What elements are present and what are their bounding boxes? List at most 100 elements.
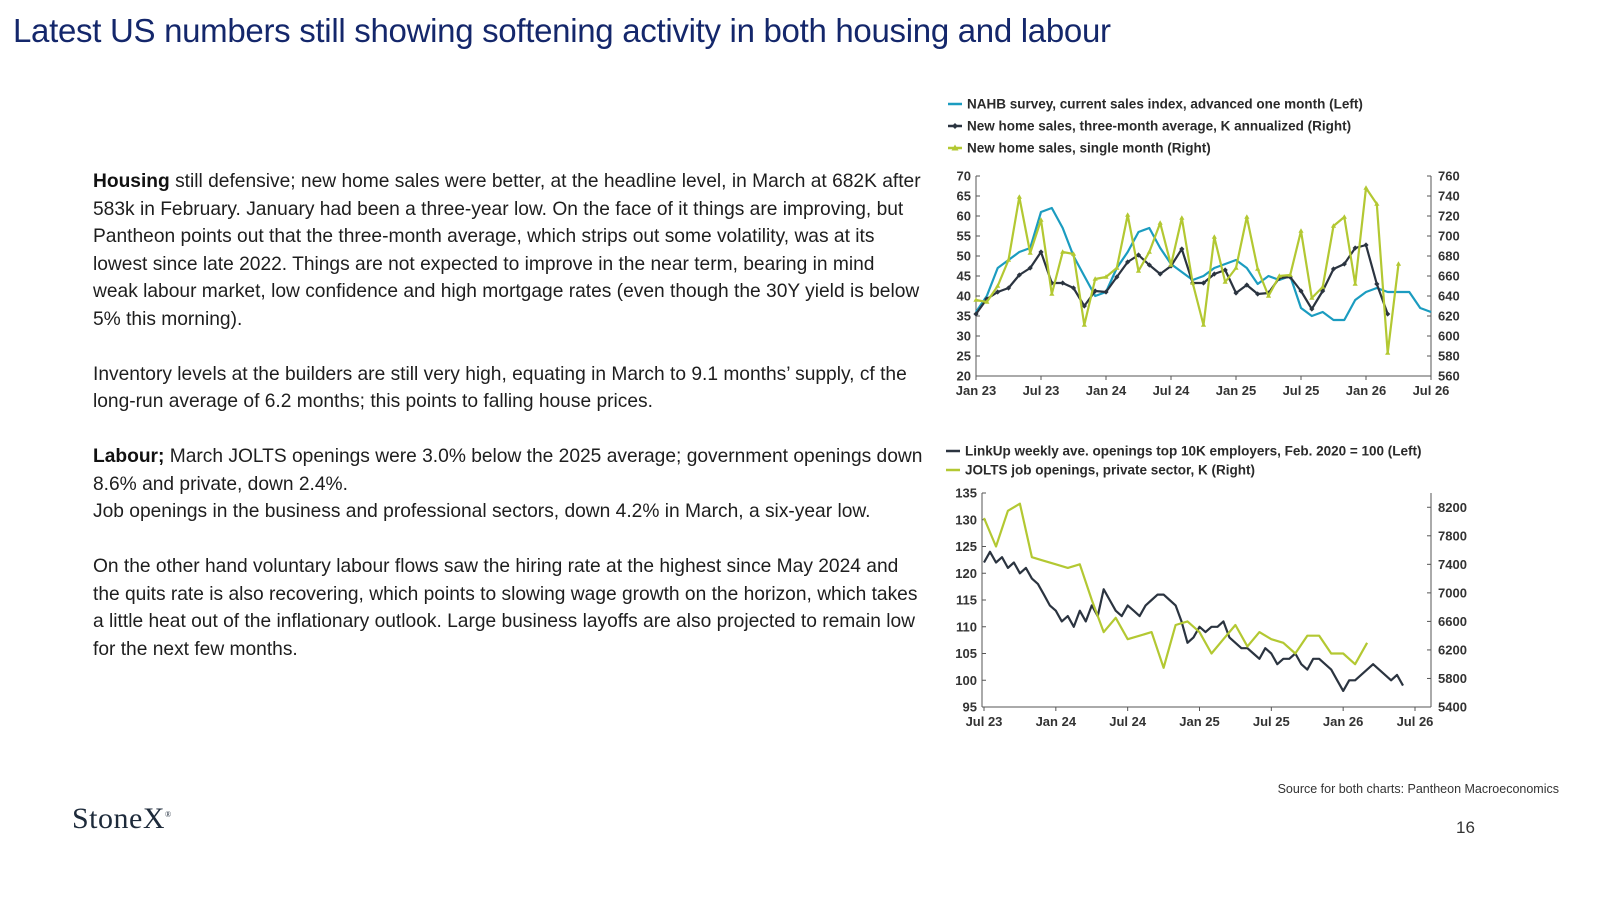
data-point — [984, 299, 990, 304]
data-point — [1114, 274, 1120, 280]
paragraph-labour: Labour; March JOLTS openings were 3.0% b… — [93, 443, 923, 526]
left-tick-label: 45 — [957, 269, 971, 284]
x-tick-label: Jul 24 — [1109, 714, 1147, 729]
data-point — [1016, 272, 1022, 278]
right-tick-label: 5800 — [1438, 671, 1467, 686]
data-point — [1168, 262, 1174, 267]
data-point — [1374, 281, 1380, 287]
right-tick-label: 7000 — [1438, 585, 1467, 600]
data-point — [1330, 223, 1337, 228]
left-tick-label: 100 — [955, 673, 977, 688]
right-tick-label: 700 — [1438, 229, 1460, 244]
page-number: 16 — [1456, 818, 1475, 837]
housing-chart: NAHB survey, current sales index, advanc… — [948, 97, 1460, 398]
legend-marker — [951, 144, 959, 151]
data-point — [1038, 217, 1044, 222]
body-text: Housing still defensive; new home sales … — [93, 168, 923, 691]
right-tick-label: 720 — [1438, 209, 1460, 224]
data-point — [1016, 194, 1022, 199]
data-point — [1298, 228, 1304, 233]
data-point — [1027, 250, 1033, 255]
right-tick-label: 620 — [1438, 309, 1460, 324]
data-point — [1320, 288, 1326, 294]
data-point — [1125, 259, 1131, 265]
data-point — [1103, 274, 1109, 279]
series-line — [975, 206, 1432, 322]
right-tick-label: 680 — [1438, 249, 1460, 264]
data-point — [1005, 285, 1012, 291]
data-point — [1146, 262, 1152, 268]
left-tick-label: 65 — [957, 189, 971, 204]
data-point — [1125, 212, 1131, 217]
data-point — [995, 289, 1001, 295]
data-point — [1233, 265, 1239, 270]
data-point — [1179, 246, 1185, 252]
series-line — [975, 243, 1389, 315]
x-tick-label: Jan 23 — [956, 383, 996, 398]
left-tick-label: 70 — [957, 169, 971, 184]
right-tick-label: 740 — [1438, 189, 1460, 204]
data-point — [1027, 265, 1033, 271]
right-tick-label: 8200 — [1438, 500, 1467, 515]
data-point — [1157, 220, 1163, 225]
x-tick-label: Jan 26 — [1323, 714, 1363, 729]
right-tick-label: 560 — [1438, 369, 1460, 384]
right-tick-label: 7400 — [1438, 557, 1467, 572]
right-tick-label: 640 — [1438, 289, 1460, 304]
data-point — [1244, 282, 1250, 288]
x-tick-label: Jan 24 — [1086, 383, 1127, 398]
data-point — [1092, 276, 1098, 281]
data-point — [1081, 322, 1087, 327]
data-point — [1049, 291, 1055, 296]
left-tick-label: 50 — [957, 249, 971, 264]
data-point — [1341, 214, 1347, 219]
left-tick-label: 60 — [957, 209, 971, 224]
data-point — [1070, 251, 1077, 256]
left-tick-label: 30 — [957, 329, 971, 344]
left-tick-label: 25 — [957, 349, 971, 364]
right-tick-label: 5400 — [1438, 700, 1467, 715]
data-point — [1309, 295, 1315, 300]
logo-text: StoneX — [72, 802, 165, 835]
left-tick-label: 55 — [957, 229, 971, 244]
data-point — [1363, 242, 1369, 248]
data-point — [1157, 271, 1163, 277]
series-line — [975, 186, 1400, 355]
data-point — [1211, 271, 1217, 277]
x-tick-label: Jul 26 — [1413, 383, 1450, 398]
x-tick-label: Jan 25 — [1216, 383, 1256, 398]
right-tick-label: 660 — [1438, 269, 1460, 284]
legend-label: LinkUp weekly ave. openings top 10K empl… — [965, 444, 1422, 459]
data-point — [1385, 311, 1391, 317]
left-tick-label: 120 — [955, 566, 977, 581]
data-point — [1146, 249, 1152, 254]
data-point — [1005, 257, 1012, 262]
data-point — [973, 311, 979, 317]
series-line — [983, 550, 1404, 692]
data-point — [1060, 249, 1066, 254]
data-point — [1081, 303, 1087, 309]
right-tick-label: 600 — [1438, 329, 1460, 344]
data-point — [1179, 215, 1185, 220]
right-tick-label: 6600 — [1438, 614, 1467, 629]
x-tick-label: Jul 26 — [1397, 714, 1434, 729]
inventory-text: Inventory levels at the builders are sti… — [93, 363, 907, 413]
left-tick-label: 110 — [956, 619, 977, 634]
housing-text: still defensive; new home sales were bet… — [93, 171, 921, 330]
legend-label: New home sales, three-month average, K a… — [967, 119, 1351, 134]
data-point — [1287, 272, 1293, 277]
series-line — [982, 502, 1369, 669]
left-tick-label: 135 — [955, 486, 977, 501]
x-tick-label: Jul 25 — [1283, 383, 1320, 398]
data-point — [1385, 350, 1391, 355]
right-tick-label: 7800 — [1438, 528, 1467, 543]
data-point — [1222, 279, 1228, 284]
data-point — [1265, 293, 1272, 298]
left-tick-label: 105 — [955, 646, 977, 661]
left-tick-label: 35 — [957, 309, 971, 324]
data-point — [1114, 265, 1120, 270]
data-point — [1395, 261, 1402, 266]
paragraph-voluntary-flows: On the other hand voluntary labour flows… — [93, 553, 923, 663]
left-tick-label: 125 — [955, 539, 977, 554]
labour-chart: LinkUp weekly ave. openings top 10K empl… — [946, 444, 1467, 729]
